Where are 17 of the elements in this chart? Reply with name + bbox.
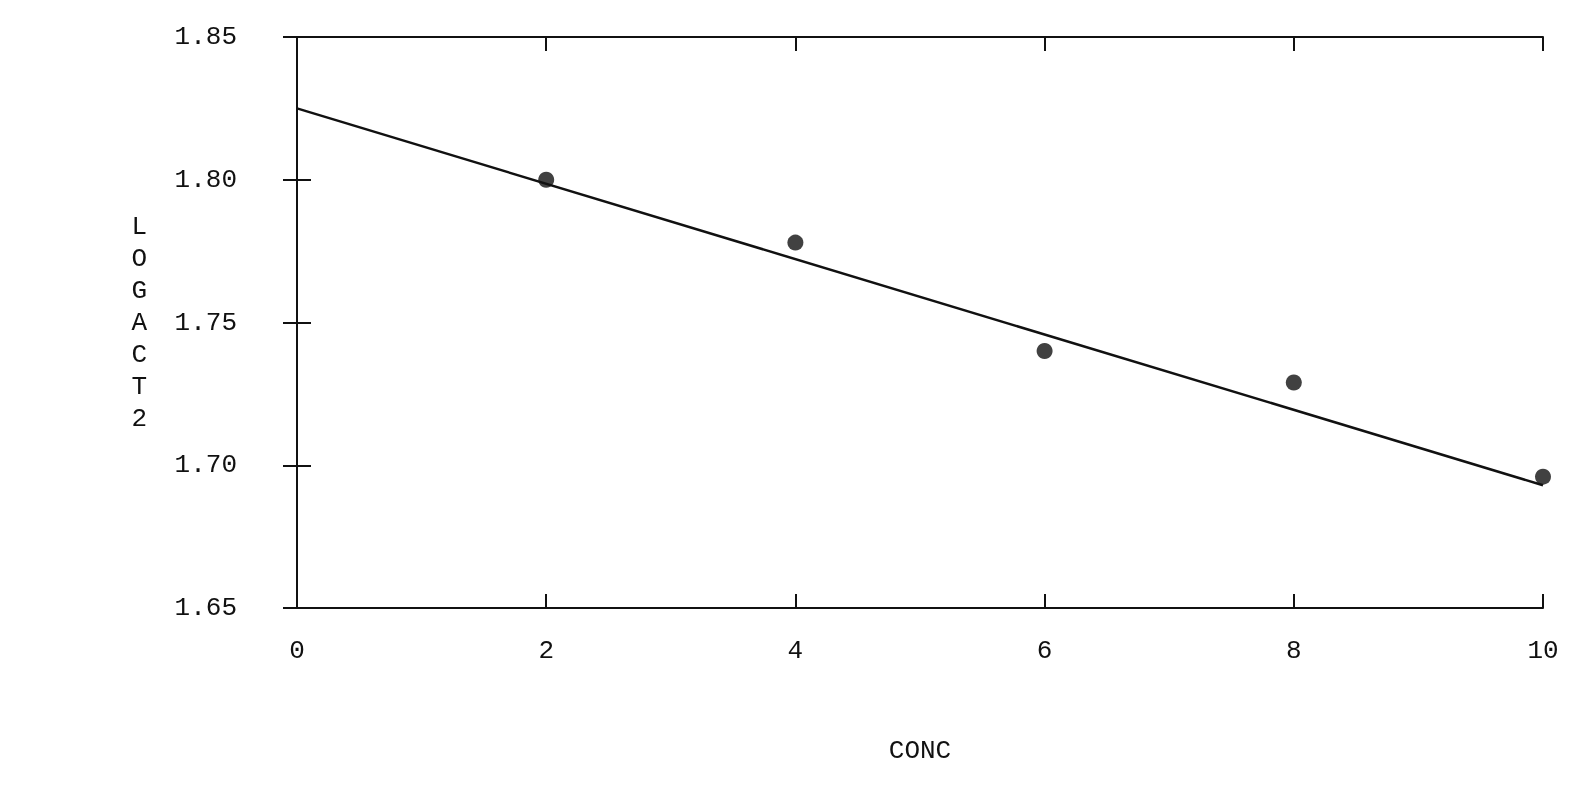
point (1036, 343, 1053, 360)
x-tick-label: 6 (1036, 636, 1053, 666)
y-tick-label: 1.80 (174, 164, 237, 195)
y-tick-label: 1.65 (174, 593, 237, 623)
point (787, 234, 804, 251)
x-tick-label: 10 (1527, 636, 1559, 666)
x-tick-label: 0 (289, 636, 305, 666)
x-tick-label: 4 (787, 636, 804, 666)
y-tick-label: 1.75 (174, 307, 237, 338)
point (1535, 468, 1551, 485)
y-tick-label: 1.70 (174, 450, 237, 481)
x-tick-label: 2 (538, 636, 554, 666)
point (1285, 374, 1302, 391)
x-tick-label: 8 (1286, 636, 1302, 666)
x-axis-title: CONC (888, 736, 952, 766)
y-axis-title: LOGACT2 (131, 211, 148, 434)
y-tick-label: 1.85 (174, 22, 237, 52)
